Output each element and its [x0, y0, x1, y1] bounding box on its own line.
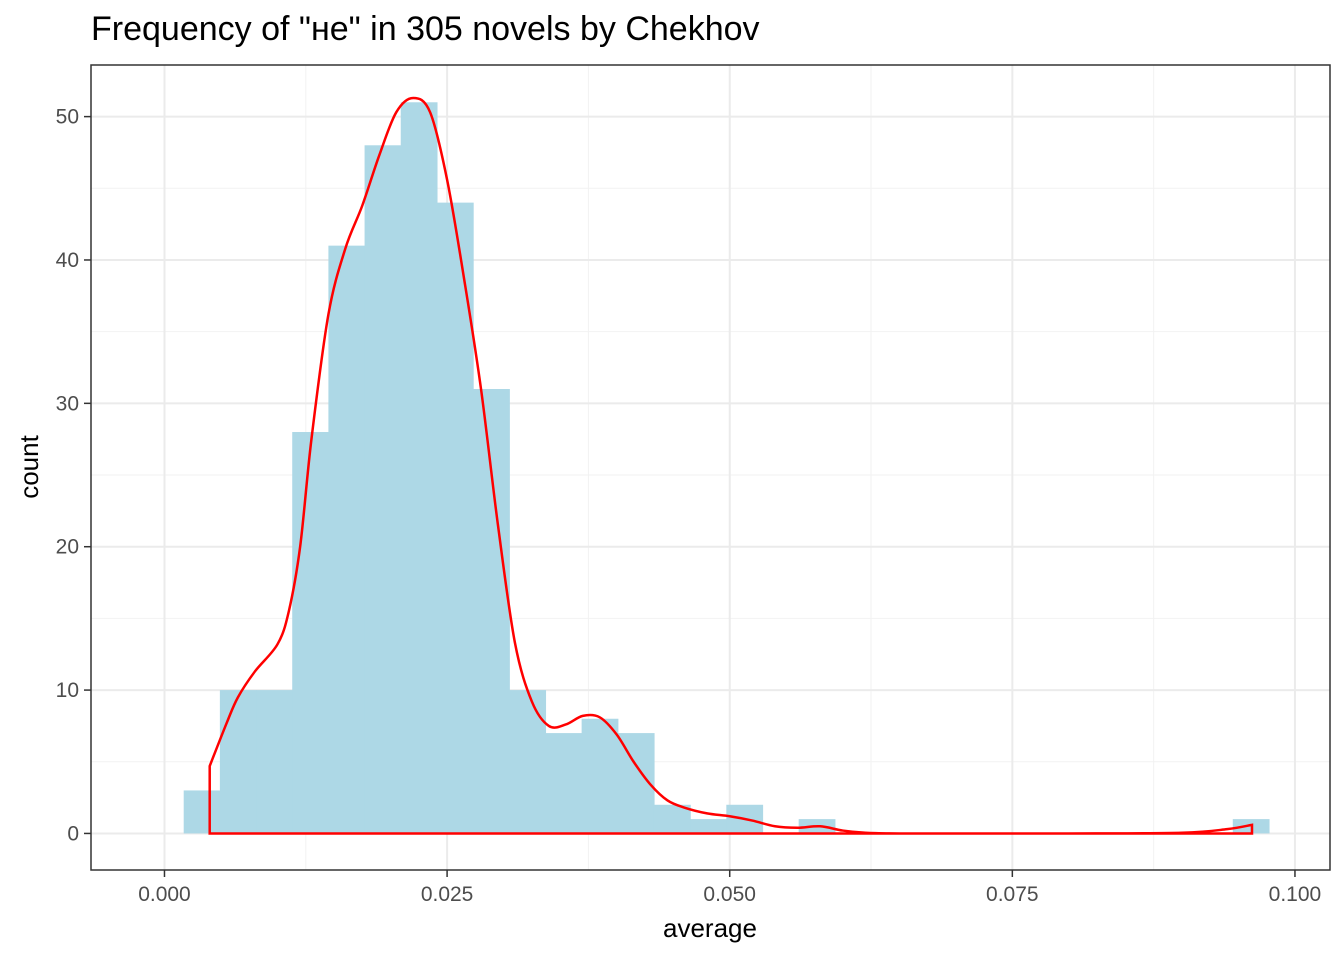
y-axis-title: count [14, 434, 44, 498]
x-axis-ticks: 0.000 0.025 0.050 0.075 0.100 [138, 870, 1321, 906]
chart-title: Frequency of "не" in 305 novels by Chekh… [91, 10, 760, 48]
y-tick-label: 20 [56, 536, 79, 559]
panel-border [90, 64, 1331, 871]
minor-gridlines [91, 65, 1330, 870]
y-axis-ticks: 0 10 20 30 40 50 [56, 106, 91, 845]
histogram-bar [509, 690, 547, 834]
histogram-bar [364, 145, 402, 834]
y-tick-label: 40 [56, 249, 79, 272]
x-axis-title: average [663, 913, 757, 943]
histogram-bar [219, 690, 257, 834]
histogram-bar [328, 245, 366, 834]
x-tick-label: 0.000 [138, 883, 191, 906]
x-tick-label: 0.025 [421, 883, 474, 906]
x-tick-label: 0.050 [703, 883, 756, 906]
histogram-bar [690, 819, 727, 834]
histogram-bar [400, 102, 438, 834]
histogram-bar [256, 690, 293, 834]
y-tick-label: 30 [56, 392, 79, 415]
x-tick-label: 0.100 [1269, 883, 1322, 906]
x-tick-label: 0.075 [986, 883, 1039, 906]
histogram-bars [183, 102, 1270, 834]
y-tick-label: 50 [56, 106, 79, 129]
y-tick-label: 10 [56, 679, 79, 702]
histogram-bar [292, 432, 329, 834]
histogram-bar [653, 804, 691, 834]
density-curve [208, 96, 1254, 835]
histogram-bar [581, 718, 619, 834]
histogram-bar [545, 733, 583, 834]
y-tick-label: 0 [67, 822, 79, 845]
histogram-bar [473, 389, 510, 834]
histogram-bar [183, 790, 221, 834]
